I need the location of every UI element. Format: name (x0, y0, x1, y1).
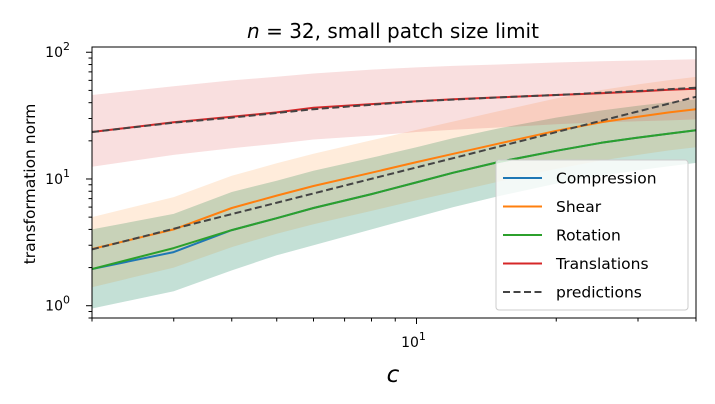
line-rotation (92, 129, 696, 270)
y-tick-label: 102 (45, 40, 70, 61)
band-compression (92, 99, 696, 309)
legend-label-rotation: Rotation (556, 227, 621, 245)
legend-label-predictions: predictions (556, 284, 642, 302)
band-translations (92, 59, 696, 167)
band-rotation (92, 99, 696, 309)
y-tick-label: 101 (45, 167, 70, 188)
plot-frame (91, 46, 697, 319)
plot-area (92, 59, 696, 309)
line-predictions-translation (92, 86, 696, 133)
x-axis-ticks: 101 (91, 318, 697, 351)
legend-label-shear: Shear (556, 198, 602, 216)
band-shear (92, 76, 696, 288)
x-axis-label: c (387, 362, 400, 388)
legend-label-compression: Compression (556, 170, 657, 188)
y-axis-ticks: 100 101 102 (45, 40, 92, 319)
legend: Compression Shear Rotation Translations pred… (495, 159, 689, 311)
line-predictions (92, 95, 696, 251)
confidence-bands (92, 59, 696, 309)
y-axis-label: transformation norm (21, 104, 39, 265)
legend-box (495, 159, 689, 311)
x-tick-label: 101 (401, 330, 426, 351)
prediction-lines (92, 86, 696, 251)
line-shear (92, 108, 696, 250)
chart-title: n = 32, small patch size limit (247, 19, 539, 43)
chart-title-text: = 32, small patch size limit (260, 19, 539, 43)
chart-title-symbol: n (247, 19, 260, 43)
y-tick-label: 100 (45, 294, 70, 315)
legend-label-translations: Translations (555, 255, 649, 273)
